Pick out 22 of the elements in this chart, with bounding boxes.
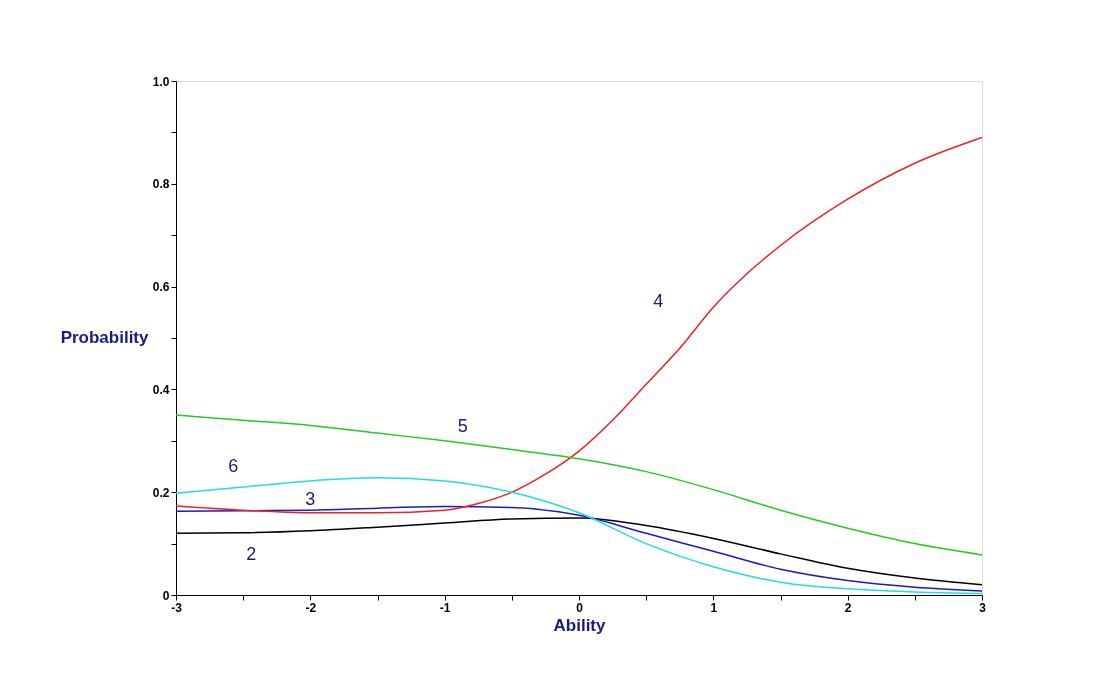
series-label: 6 xyxy=(228,456,239,477)
y-tick-label: 0.8 xyxy=(152,177,170,192)
y-axis-title: Probability xyxy=(60,327,150,347)
line-series xyxy=(175,505,983,592)
series-label: 2 xyxy=(246,543,257,564)
y-tick-label: 0.4 xyxy=(152,382,170,397)
x-tick-label: 0 xyxy=(576,600,584,615)
y-tick-label: 1.0 xyxy=(152,74,170,89)
text: 4 xyxy=(653,291,664,312)
y-tick-label: 0.6 xyxy=(152,280,170,295)
series-label: 5 xyxy=(457,415,468,436)
x-tick-label: 2 xyxy=(844,600,852,615)
y-tick-label: 0 xyxy=(162,588,170,603)
y-tick-label: 0.2 xyxy=(152,485,170,500)
x-axis-title: Ability xyxy=(553,615,607,635)
line-series xyxy=(175,136,983,514)
x-tick-label: -2 xyxy=(305,600,317,615)
x-tick-label: -1 xyxy=(439,600,451,615)
x-tick-label: -3 xyxy=(171,600,183,615)
x-tick-label: 1 xyxy=(710,600,718,615)
x-tick-label: 3 xyxy=(979,600,987,615)
series-label: 3 xyxy=(305,489,316,510)
